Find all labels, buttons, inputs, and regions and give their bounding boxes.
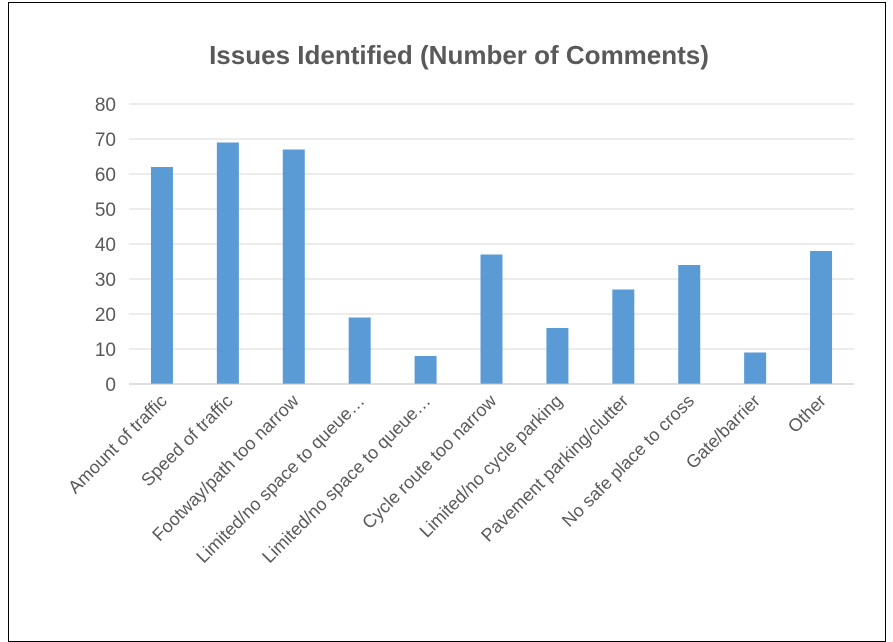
y-tick-label: 20: [95, 305, 116, 326]
y-axis-ticks: 0 10 20 30 40 50 60 70 80: [95, 95, 116, 396]
x-category-label: Cycle route too narrow: [358, 390, 501, 533]
y-tick-label: 60: [95, 165, 116, 186]
bar: [744, 352, 767, 384]
bar: [480, 254, 503, 384]
bars: [150, 142, 833, 384]
bar: [216, 142, 239, 384]
x-category-label: Other: [784, 391, 830, 437]
bar: [810, 251, 833, 384]
y-tick-label: 40: [95, 235, 116, 256]
y-tick-label: 30: [95, 270, 116, 291]
chart-frame: Issues Identified (Number of Comments) 0…: [8, 2, 886, 642]
y-tick-label: 70: [95, 130, 116, 151]
y-tick-label: 10: [95, 340, 116, 361]
y-tick-label: 80: [95, 95, 116, 116]
y-tick-label: 50: [95, 200, 116, 221]
bar-chart: Issues Identified (Number of Comments) 0…: [64, 40, 854, 567]
y-tick-label: 0: [105, 375, 116, 396]
bar: [546, 328, 569, 384]
chart-title: Issues Identified (Number of Comments): [209, 40, 709, 70]
bar: [612, 289, 635, 384]
bar: [678, 265, 701, 384]
bar: [282, 149, 305, 384]
bar: [348, 317, 371, 384]
bar: [150, 167, 173, 384]
bar: [414, 356, 437, 384]
x-category-label: No safe place to cross: [558, 391, 698, 531]
